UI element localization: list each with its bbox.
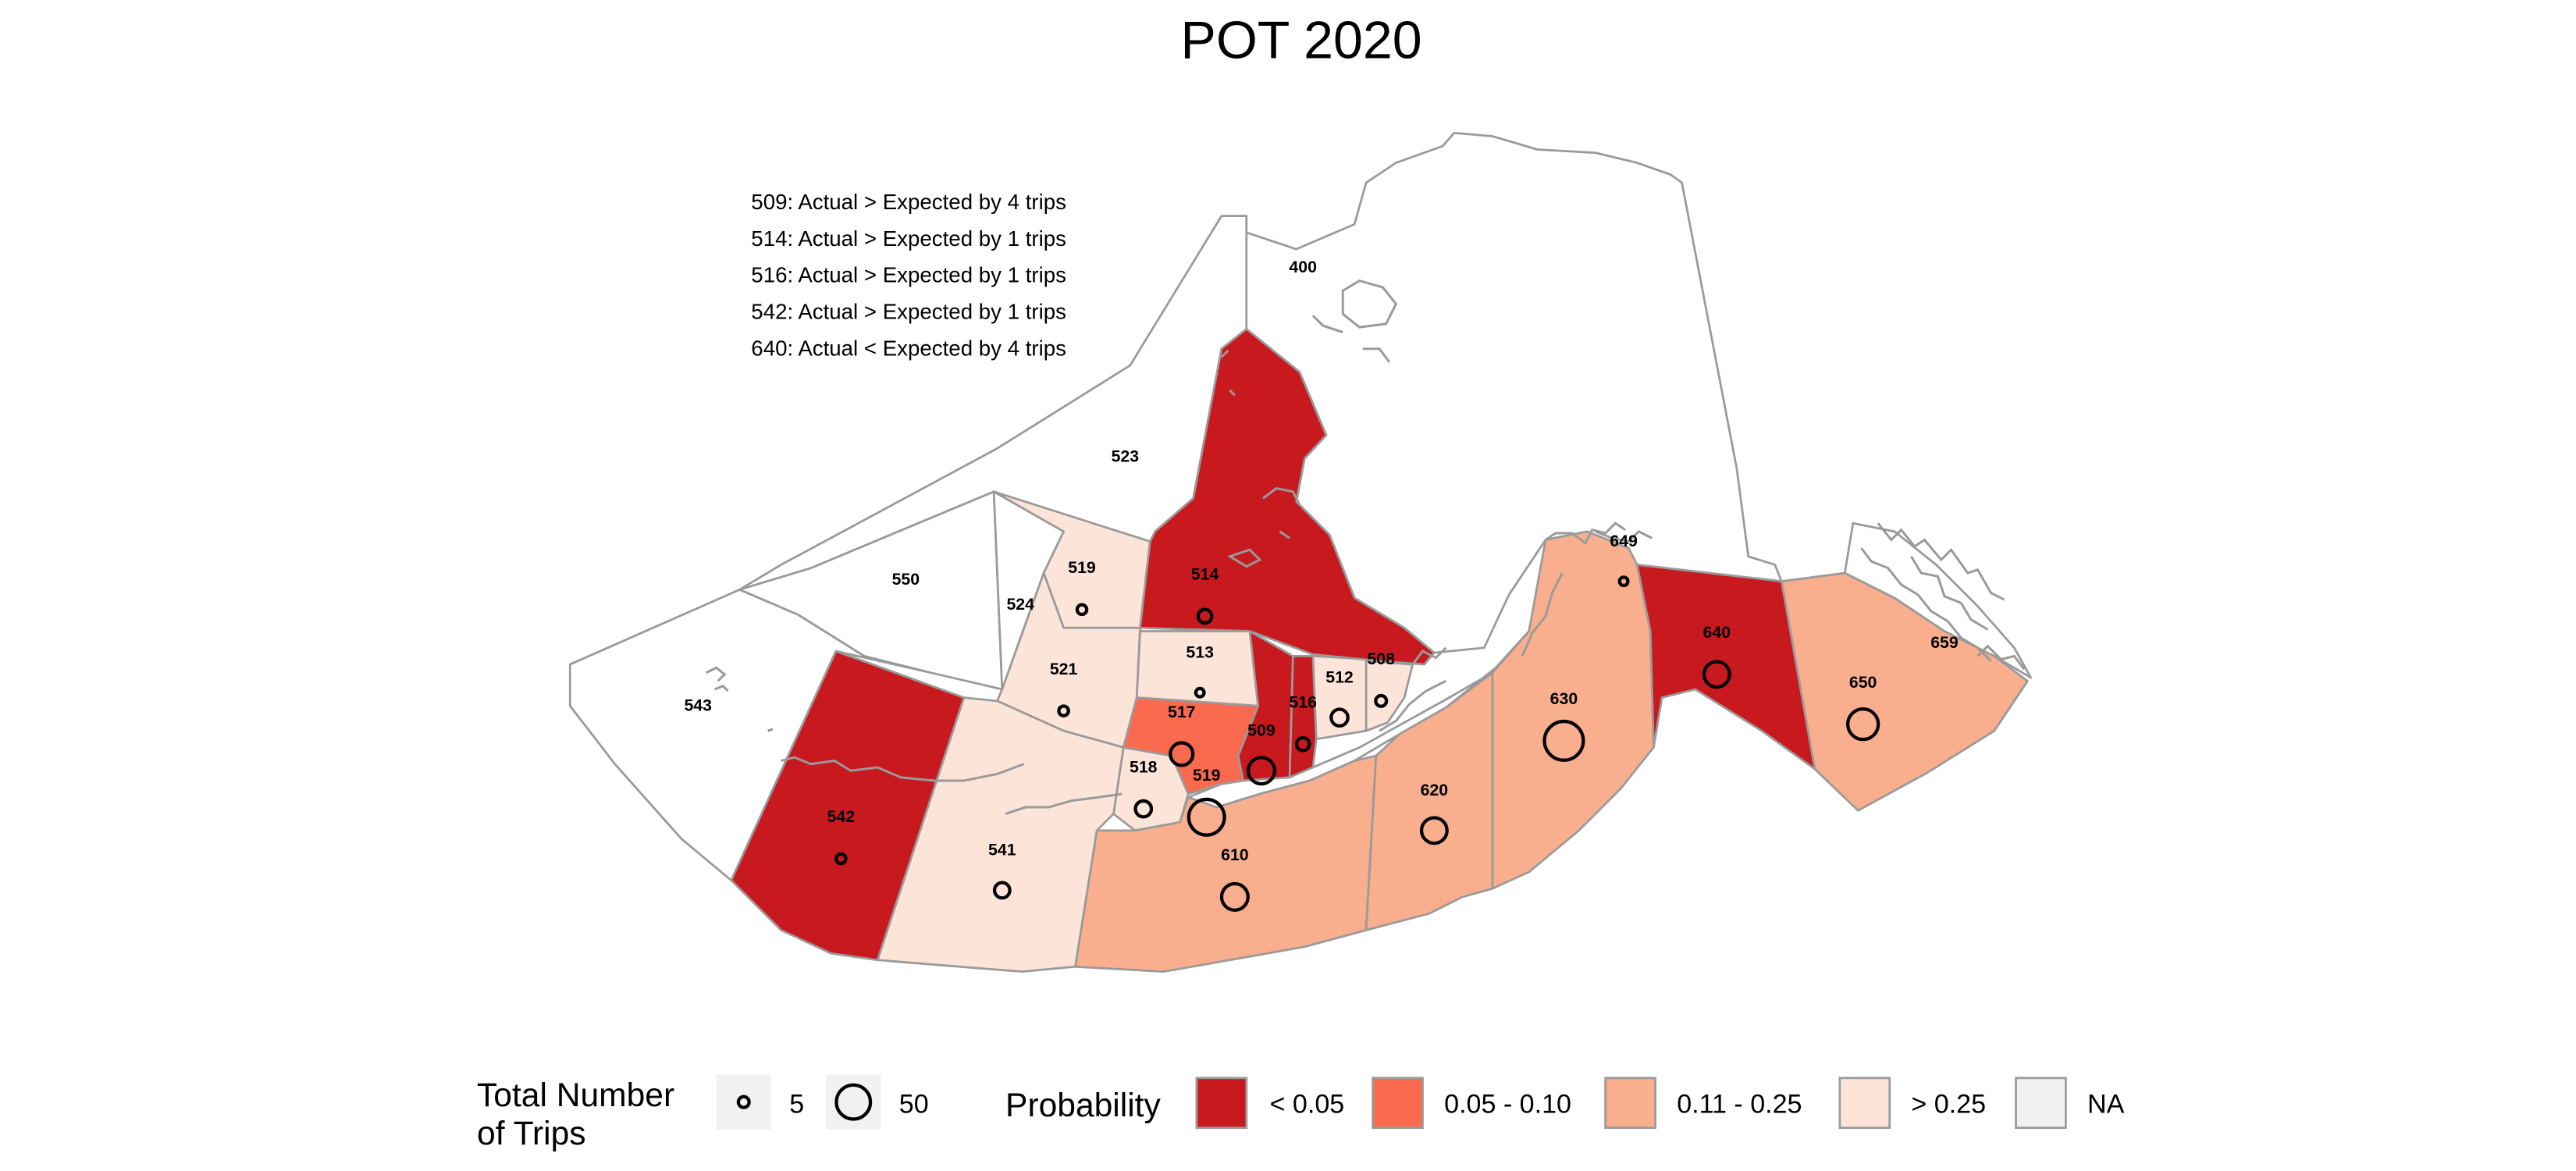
area-labels: 400 523 550 524 519 514 513 508 512 521 … [684,258,1958,864]
label-518: 518 [1130,757,1158,776]
trip-circle-610 [1219,881,1250,912]
area-508 [1364,660,1414,732]
label-400: 400 [1289,258,1316,276]
label-508: 508 [1367,650,1395,668]
label-541: 541 [988,841,1016,860]
label-543: 543 [684,696,712,715]
trip-circle-514 [1196,607,1214,625]
coastline-detail [706,279,2026,815]
legend-label-lt-005: < 0.05 [1270,1090,1345,1119]
trip-circle-542 [834,852,848,866]
legend-label-011-025: 0.11 - 0.25 [1677,1090,1802,1119]
legend-swatch-005-010 [1372,1077,1424,1130]
label-530: 524 [1006,595,1034,614]
trip-circle-509 [1246,756,1276,786]
label-620: 620 [1421,781,1448,799]
legend-label-gt-025: > 0.25 [1911,1090,1986,1119]
label-514: 514 [1191,565,1219,584]
label-630: 630 [1550,689,1578,708]
legend-size-key-5 [716,1074,771,1130]
label-521: 519 [1068,558,1096,577]
note-line: 542: Actual > Expected by 1 trips [751,300,1066,324]
note-line: 516: Actual > Expected by 1 trips [751,263,1066,287]
legend-size-title-line2: of Trips [477,1115,586,1152]
legend-prob-title: Probability [1005,1087,1161,1124]
legend-size-label-5: 5 [789,1090,804,1119]
label-640: 640 [1703,623,1731,642]
notes-block: 509: Actual > Expected by 4 trips 514: A… [751,190,1066,360]
trip-circle-541 [992,881,1012,900]
area-514 [1139,327,1436,666]
legend-swatch-na [2015,1077,2067,1130]
area-659 [1843,521,2033,679]
label-509: 509 [1247,721,1276,740]
area-650 [1780,571,2029,812]
label-650: 650 [1849,673,1877,692]
legend: Total Number of Trips 5 50 Probability <… [477,1074,2125,1152]
area-542 [730,650,966,962]
label-524: 523 [1112,447,1140,465]
trip-circle-620 [1419,816,1449,845]
legend-label-005-010: 0.05 - 0.10 [1444,1090,1571,1119]
trip-circle-508 [1374,693,1389,708]
trip-circle-513 [1194,686,1206,699]
trip-circle-512 [1329,707,1350,728]
trip-circle-650 [1845,707,1880,742]
trip-circle-640 [1702,660,1731,689]
legend-label-na: NA [2087,1090,2125,1119]
trip-circle-517 [1169,741,1195,767]
area-516 [1288,655,1318,779]
legend-size-label-50: 50 [899,1090,929,1119]
note-line: 640: Actual < Expected by 4 trips [751,336,1066,360]
trip-circle-630 [1542,719,1585,762]
label-542: 542 [827,807,855,826]
label-513: 513 [1186,643,1214,662]
trip-circles [834,575,1880,912]
note-line: 514: Actual > Expected by 1 trips [751,226,1066,251]
label-659: 659 [1930,633,1959,652]
legend-size-circle-5 [736,1094,751,1109]
note-line: 509: Actual > Expected by 4 trips [751,190,1066,214]
legend-size-key-50 [826,1074,881,1130]
label-519: 519 [1193,766,1221,785]
trip-circle-649 [1617,575,1630,588]
trip-circle-516 [1294,735,1311,753]
trip-circle-523 [1057,704,1070,717]
area-610-519 [1074,754,1378,973]
area-541 [876,696,1125,973]
trip-circle-521 [1075,603,1089,617]
label-516: 516 [1289,692,1317,711]
legend-swatch-011-025 [1604,1077,1656,1130]
legend-size-title: Total Number [477,1077,674,1114]
label-649: 649 [1610,532,1638,550]
label-550: 550 [892,570,920,589]
trip-circle-518 [1133,799,1154,819]
label-517: 517 [1168,703,1195,721]
label-512: 512 [1325,667,1353,686]
map-title: POT 2020 [1180,10,1421,69]
legend-swatch-lt-005 [1195,1077,1248,1130]
label-610: 610 [1221,845,1248,864]
legend-swatch-gt-025 [1838,1077,1891,1130]
label-523: 521 [1050,660,1078,678]
legend-size-circle-50 [834,1083,873,1121]
trip-circle-519 [1187,797,1226,837]
